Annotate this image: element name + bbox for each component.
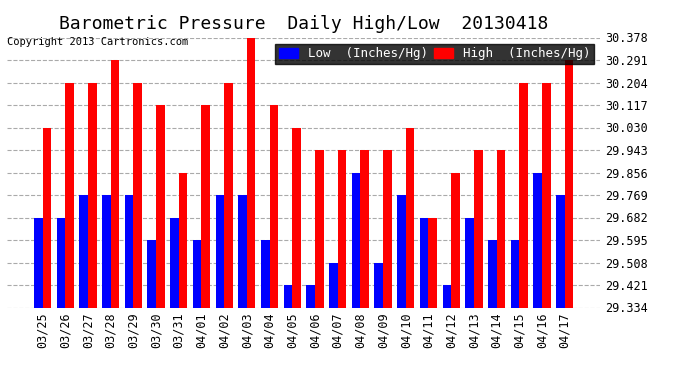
Bar <box>360 150 369 375</box>
Text: Copyright 2013 Cartronics.com: Copyright 2013 Cartronics.com <box>7 37 188 47</box>
Bar <box>556 195 564 375</box>
Bar <box>215 195 224 375</box>
Legend: Low  (Inches/Hg), High  (Inches/Hg): Low (Inches/Hg), High (Inches/Hg) <box>275 44 594 64</box>
Bar <box>179 172 188 375</box>
Bar <box>34 217 43 375</box>
Bar <box>497 150 505 375</box>
Bar <box>442 285 451 375</box>
Bar <box>420 217 428 375</box>
Bar <box>133 82 142 375</box>
Bar <box>261 240 270 375</box>
Bar <box>474 150 482 375</box>
Bar <box>238 195 247 375</box>
Bar <box>284 285 293 375</box>
Bar <box>533 172 542 375</box>
Bar <box>43 128 51 375</box>
Bar <box>65 82 74 375</box>
Bar <box>564 60 573 375</box>
Bar <box>156 105 165 375</box>
Bar <box>102 195 110 375</box>
Bar <box>488 240 497 375</box>
Bar <box>201 105 210 375</box>
Bar <box>170 217 179 375</box>
Bar <box>406 128 415 375</box>
Bar <box>306 285 315 375</box>
Bar <box>125 195 133 375</box>
Bar <box>247 38 255 375</box>
Bar <box>270 105 278 375</box>
Bar <box>542 82 551 375</box>
Bar <box>315 150 324 375</box>
Bar <box>110 60 119 375</box>
Bar <box>193 240 201 375</box>
Bar <box>337 150 346 375</box>
Bar <box>329 262 337 375</box>
Bar <box>293 128 301 375</box>
Bar <box>79 195 88 375</box>
Bar <box>397 195 406 375</box>
Bar <box>57 217 65 375</box>
Bar <box>428 217 437 375</box>
Bar <box>383 150 392 375</box>
Bar <box>352 172 360 375</box>
Title: Barometric Pressure  Daily High/Low  20130418: Barometric Pressure Daily High/Low 20130… <box>59 15 549 33</box>
Bar <box>224 82 233 375</box>
Bar <box>451 172 460 375</box>
Bar <box>511 240 520 375</box>
Bar <box>520 82 528 375</box>
Bar <box>375 262 383 375</box>
Bar <box>148 240 156 375</box>
Bar <box>465 217 474 375</box>
Bar <box>88 82 97 375</box>
